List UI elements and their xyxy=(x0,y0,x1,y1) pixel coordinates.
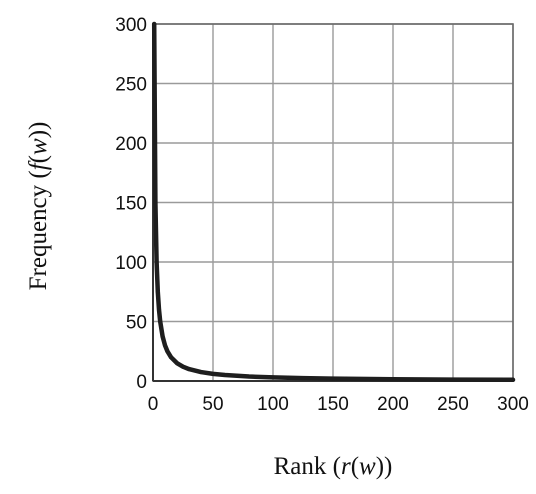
y-tick-label-3: 150 xyxy=(115,194,147,215)
data-point-0-12 xyxy=(187,367,191,372)
series xyxy=(151,21,516,383)
x-tick-labels: 0 50 100 150 200 250 300 xyxy=(148,394,529,415)
data-point-0-10 xyxy=(175,361,179,366)
data-point-0-20 xyxy=(391,377,395,382)
x-tick-label-1: 50 xyxy=(202,394,223,415)
data-point-0-15 xyxy=(223,373,227,378)
data-point-0-22 xyxy=(511,377,515,382)
y-tick-label-5: 250 xyxy=(115,75,147,96)
data-point-0-11 xyxy=(181,364,185,369)
x-tick-label-5: 250 xyxy=(437,394,469,415)
y-tick-label-0: 0 xyxy=(136,372,147,393)
data-point-0-13 xyxy=(199,370,203,375)
y-tick-label-1: 50 xyxy=(126,313,147,334)
x-tick-label-2: 100 xyxy=(257,394,289,415)
x-axis-label: Rank (r(w)) xyxy=(274,453,393,480)
x-tick-label-6: 300 xyxy=(497,394,529,415)
data-point-0-6 xyxy=(160,334,165,339)
data-point-0-5 xyxy=(158,319,163,324)
y-tick-label-4: 200 xyxy=(115,134,147,155)
data-point-0-0 xyxy=(152,22,157,26)
grid xyxy=(152,23,514,382)
data-point-0-2 xyxy=(154,260,159,264)
data-point-0-4 xyxy=(157,307,161,312)
x-tick-label-4: 200 xyxy=(377,394,409,415)
y-tick-labels: 0 50 100 150 200 250 300 xyxy=(115,15,147,393)
data-point-0-3 xyxy=(155,289,160,294)
data-point-0-8 xyxy=(165,349,170,354)
data-point-0-9 xyxy=(169,355,173,360)
y-axis-label: Frequency (f(w)) xyxy=(25,122,52,291)
x-tick-label-3: 150 xyxy=(317,394,349,415)
data-point-0-7 xyxy=(163,343,167,348)
y-tick-label-6: 300 xyxy=(115,15,147,36)
data-point-0-18 xyxy=(301,376,305,381)
data-point-0-17 xyxy=(271,375,275,380)
data-point-0-21 xyxy=(451,377,455,382)
data-point-0-14 xyxy=(211,371,215,376)
data-point-0-19 xyxy=(331,376,335,381)
data-point-0-16 xyxy=(247,374,251,379)
y-tick-label-2: 100 xyxy=(115,253,147,274)
data-point-0-1 xyxy=(153,200,158,205)
x-tick-label-0: 0 xyxy=(148,394,159,415)
